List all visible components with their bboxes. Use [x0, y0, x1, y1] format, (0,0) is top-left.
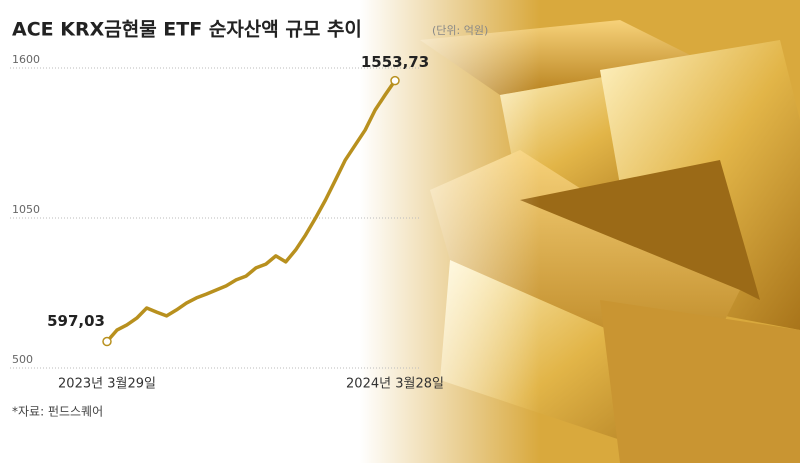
y-tick-label: 500: [12, 353, 33, 366]
source-note: *자료: 펀드스퀘어: [12, 405, 103, 419]
background-gold-bars: [360, 0, 800, 463]
y-tick-label: 1050: [12, 203, 40, 216]
chart-title: ACE KRX금현물 ETF 순자산액 규모 추이: [12, 19, 362, 41]
x-tick-label: 2024년 3월28일: [346, 377, 444, 392]
y-tick-label: 1600: [12, 53, 40, 66]
end-marker: [390, 75, 400, 86]
x-tick-label: 2023년 3월29일: [58, 377, 156, 392]
line: [105, 79, 397, 343]
value-label: 1553,73: [361, 53, 429, 71]
value-label: 597,03: [47, 312, 105, 330]
end-marker: [102, 336, 112, 347]
chart-subtitle: (단위: 억원): [432, 24, 488, 37]
